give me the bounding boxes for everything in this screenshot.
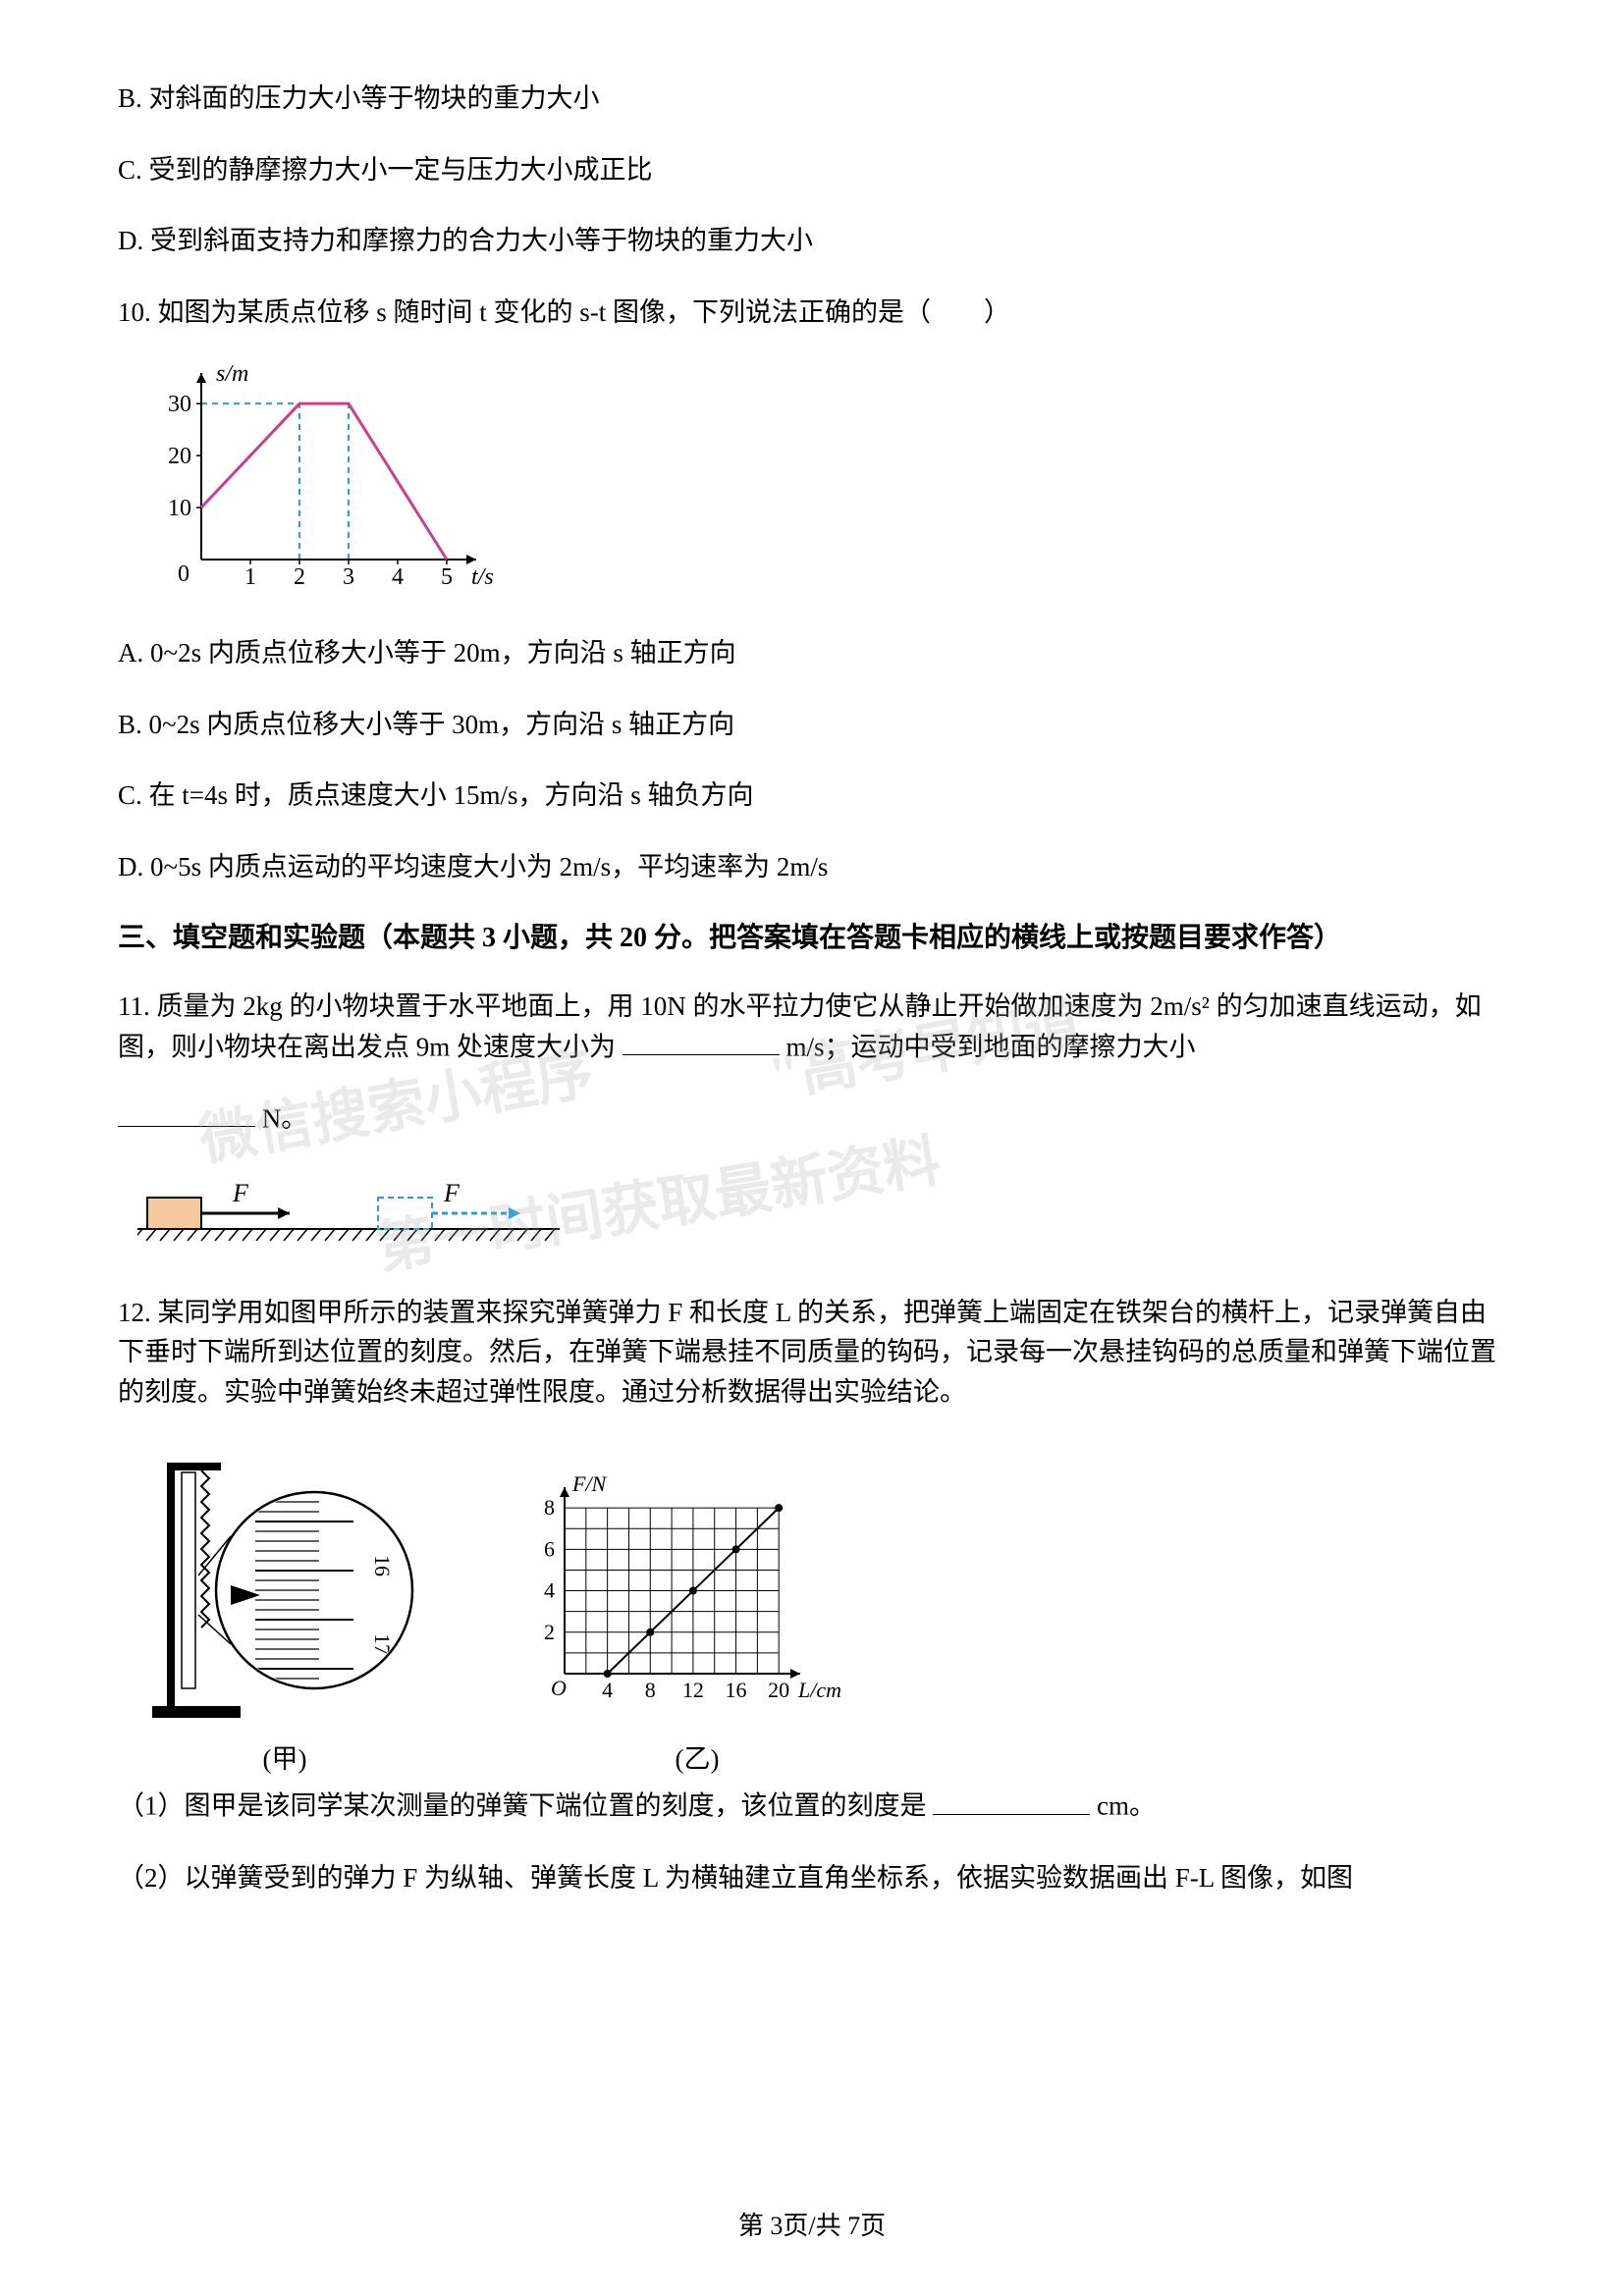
q11-line2: N。 (118, 1098, 1506, 1139)
svg-text:2: 2 (544, 1620, 555, 1644)
q11-blank-2 (118, 1098, 255, 1128)
svg-text:4: 4 (602, 1678, 613, 1702)
q10-chart: 1 2 3 4 5 10 20 30 0 s/m t/s (147, 363, 1506, 609)
svg-text:6: 6 (544, 1537, 555, 1562)
q10-option-c: C. 在 t=4s 时，质点速度大小 15m/s，方向沿 s 轴负方向 (118, 775, 1506, 816)
svg-text:0: 0 (178, 561, 189, 587)
svg-text:1: 1 (244, 564, 256, 590)
q12-graph-col: 481216202468OF/NL/cm (乙) (520, 1463, 874, 1776)
q11-text-after: m/s；运动中受到地面的摩擦力大小 (786, 1032, 1196, 1061)
svg-text:20: 20 (168, 444, 191, 469)
svg-text:s/m: s/m (216, 363, 248, 387)
svg-text:O: O (551, 1676, 567, 1700)
q12-sub1-after: cm。 (1097, 1791, 1156, 1821)
q12-apparatus-col: 1617 (甲) (147, 1443, 422, 1776)
q12-sub1-before: （1）图甲是该同学某次测量的弹簧下端位置的刻度，该位置的刻度是 (118, 1791, 927, 1821)
svg-text:t/s: t/s (471, 564, 494, 590)
q10-option-a: A. 0~2s 内质点位移大小等于 20m，方向沿 s 轴正方向 (118, 633, 1506, 673)
q10-option-b: B. 0~2s 内质点位移大小等于 30m，方向沿 s 轴正方向 (118, 705, 1506, 745)
svg-text:8: 8 (645, 1678, 656, 1702)
svg-text:20: 20 (768, 1678, 789, 1702)
q12-paragraph: 12. 某同学用如图甲所示的装置来探究弹簧弹力 F 和长度 L 的关系，把弹簧上… (118, 1293, 1506, 1413)
fig-yi-label: (乙) (676, 1737, 720, 1776)
svg-text:30: 30 (168, 392, 191, 417)
q10-stem: 10. 如图为某质点位移 s 随时间 t 变化的 s-t 图像，下列说法正确的是… (118, 293, 1506, 333)
q12-apparatus-svg: 1617 (147, 1443, 422, 1728)
option-d: D. 受到斜面支持力和摩擦力的合力大小等于物块的重力大小 (118, 221, 1506, 261)
q12-sub2: （2）以弹簧受到的弹力 F 为纵轴、弹簧长度 L 为横轴建立直角坐标系，依据实验… (118, 1858, 1506, 1898)
fig-jia-label: (甲) (263, 1737, 307, 1776)
q11-line1: 11. 质量为 2kg 的小物块置于水平地面上，用 10N 的水平拉力使它从静止… (118, 987, 1506, 1067)
svg-text:5: 5 (441, 564, 453, 590)
svg-text:4: 4 (544, 1578, 555, 1603)
q12-figure-row: 1617 (甲) 481216202468OF/NL/cm (乙) (147, 1443, 1506, 1776)
svg-text:L/cm: L/cm (797, 1678, 841, 1702)
page-footer: 第 3页/共 7页 (0, 2206, 1624, 2242)
q11-N-label: N。 (262, 1103, 308, 1133)
svg-text:8: 8 (544, 1495, 555, 1520)
svg-text:12: 12 (682, 1678, 704, 1702)
svg-text:16: 16 (726, 1678, 747, 1702)
q10-option-d: D. 0~5s 内质点运动的平均速度大小为 2m/s，平均速率为 2m/s (118, 847, 1506, 887)
q12-sub1-blank (933, 1786, 1090, 1815)
svg-text:F: F (443, 1179, 460, 1207)
section-3-heading: 三、填空题和实验题（本题共 3 小题，共 20 分。把答案填在答题卡相应的横线上… (118, 918, 1506, 959)
svg-text:10: 10 (168, 496, 191, 521)
svg-text:F: F (232, 1179, 249, 1207)
q12-sub1: （1）图甲是该同学某次测量的弹簧下端位置的刻度，该位置的刻度是 cm。 (118, 1786, 1506, 1826)
svg-text:F/N: F/N (571, 1471, 608, 1496)
option-b: B. 对斜面的压力大小等于物块的重力大小 (118, 79, 1506, 119)
q12-graph-svg: 481216202468OF/NL/cm (520, 1463, 874, 1728)
svg-text:4: 4 (392, 564, 404, 590)
option-c: C. 受到的静摩擦力大小一定与压力大小成正比 (118, 150, 1506, 190)
svg-text:3: 3 (343, 564, 354, 590)
svg-text:16: 16 (370, 1555, 395, 1576)
svg-text:2: 2 (294, 564, 305, 590)
q11-diagram: FF (137, 1170, 1506, 1263)
q11-blank-1 (623, 1027, 780, 1056)
